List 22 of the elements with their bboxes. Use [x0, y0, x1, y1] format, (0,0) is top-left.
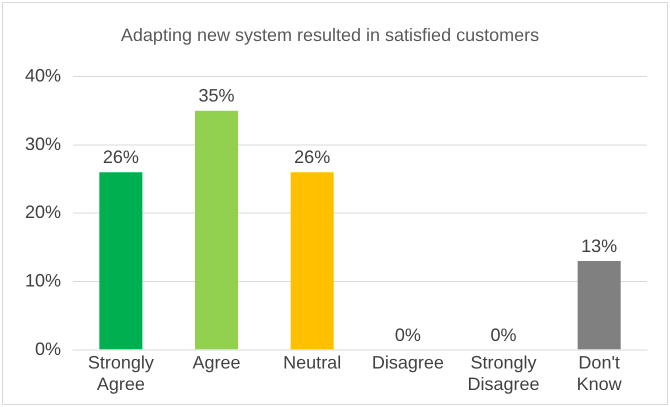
bar: [194, 110, 238, 350]
x-tick-label: Strongly Agree: [88, 352, 154, 394]
data-label: 0%: [490, 324, 517, 345]
data-label: 13%: [581, 236, 618, 256]
y-tick-label: 10%: [24, 270, 62, 290]
bar: [290, 172, 334, 350]
y-tick-label: 0%: [35, 338, 62, 359]
y-tick-label: 40%: [24, 66, 62, 86]
data-label: 0%: [394, 324, 421, 345]
x-tick-label: Strongly Disagree: [467, 352, 540, 394]
data-label: 35%: [198, 86, 235, 106]
x-tick-label: Neutral: [283, 352, 342, 373]
bar: [578, 261, 621, 350]
chart-title: Adapting new system resulted in satisfied customers: [120, 24, 540, 45]
y-tick-label: 20%: [24, 202, 62, 222]
x-tick-label: Disagree: [372, 352, 444, 373]
data-label: 26%: [294, 147, 330, 168]
x-tick-label: Don't Know: [576, 352, 623, 394]
y-tick-label: 30%: [24, 134, 62, 154]
x-tick-label: Agree: [192, 352, 241, 373]
data-label: 26%: [102, 147, 139, 168]
bar: [99, 172, 142, 350]
